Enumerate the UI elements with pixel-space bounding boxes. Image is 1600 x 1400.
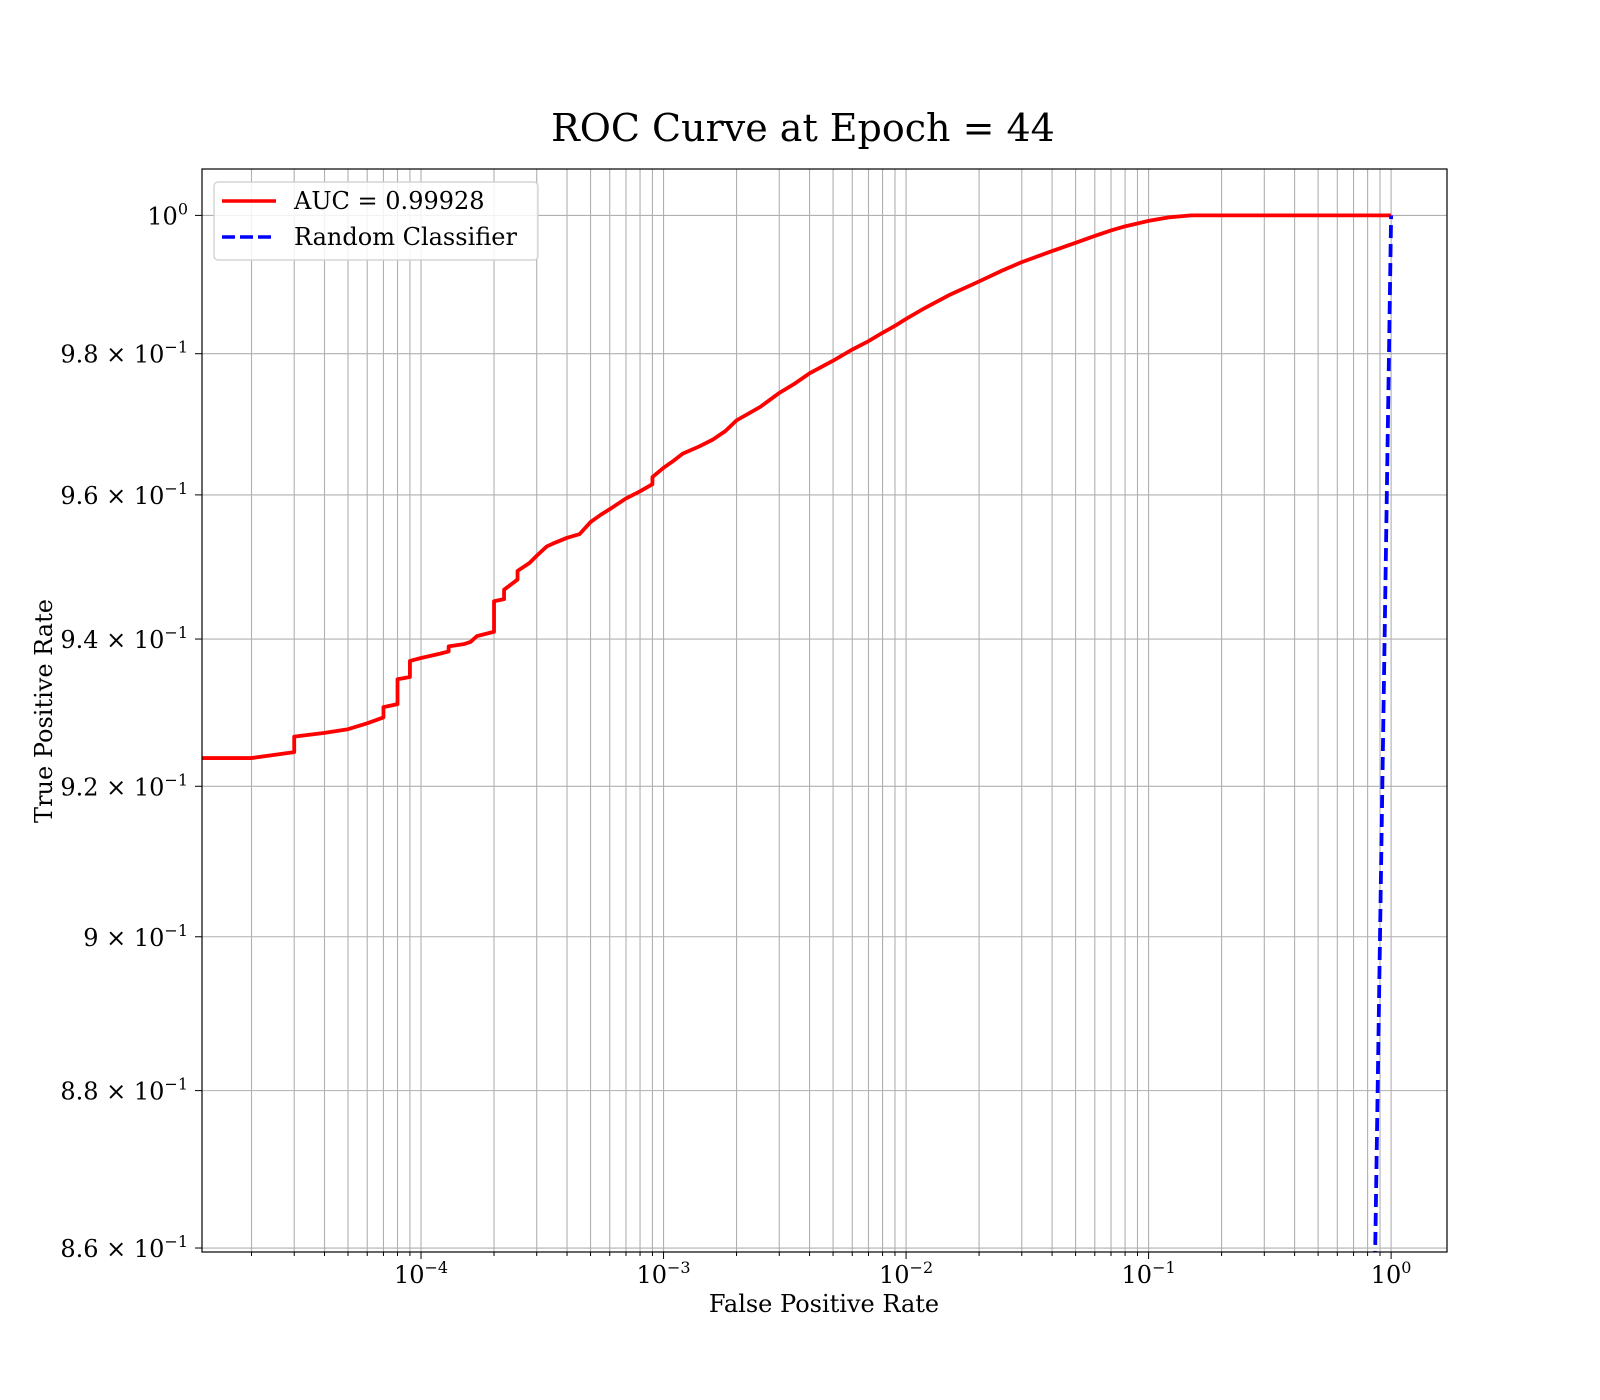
y-axis-label: True Positive Rate (30, 599, 58, 823)
x-tick-label: 10−1 (1122, 1258, 1176, 1289)
series-layer (202, 213, 1394, 1252)
legend-label-random-classifier: Random Classifier (294, 223, 517, 251)
x-tick-label: 10−3 (636, 1258, 690, 1289)
y-tick-label: 100 (147, 199, 188, 230)
x-tick-label: 10−2 (879, 1258, 933, 1289)
legend-label-auc: AUC = 0.99928 (293, 187, 485, 215)
random-classifier-line (1373, 215, 1394, 1252)
y-tick-label: 8.6 × 10−1 (60, 1232, 188, 1263)
ticks: 8.6 × 10−1 8.8 × 10−1 9 × 10−1 9.2 × 10−1 9.… (60, 199, 1411, 1289)
y-tick-label: 9.6 × 10−1 (60, 479, 188, 510)
x-axis-label: False Positive Rate (709, 1290, 939, 1318)
y-tick-label: 9.4 × 10−1 (60, 623, 188, 654)
y-tick-label: 9 × 10−1 (83, 921, 188, 952)
legend-box (213, 181, 539, 261)
y-tick-label: 9.8 × 10−1 (60, 338, 188, 369)
y-tick-label: 9.2 × 10−1 (60, 770, 188, 801)
x-tick-label: 10−4 (394, 1258, 448, 1289)
legend: AUC = 0.99928 Random Classifier (213, 181, 539, 261)
chart-title: ROC Curve at Epoch = 44 (551, 106, 1055, 150)
y-tick-label: 8.8 × 10−1 (60, 1075, 188, 1106)
grid (202, 169, 1447, 1252)
plot-frame (201, 168, 1448, 1253)
roc-curve-line (202, 213, 1392, 760)
x-tick-label: 100 (1371, 1258, 1412, 1289)
